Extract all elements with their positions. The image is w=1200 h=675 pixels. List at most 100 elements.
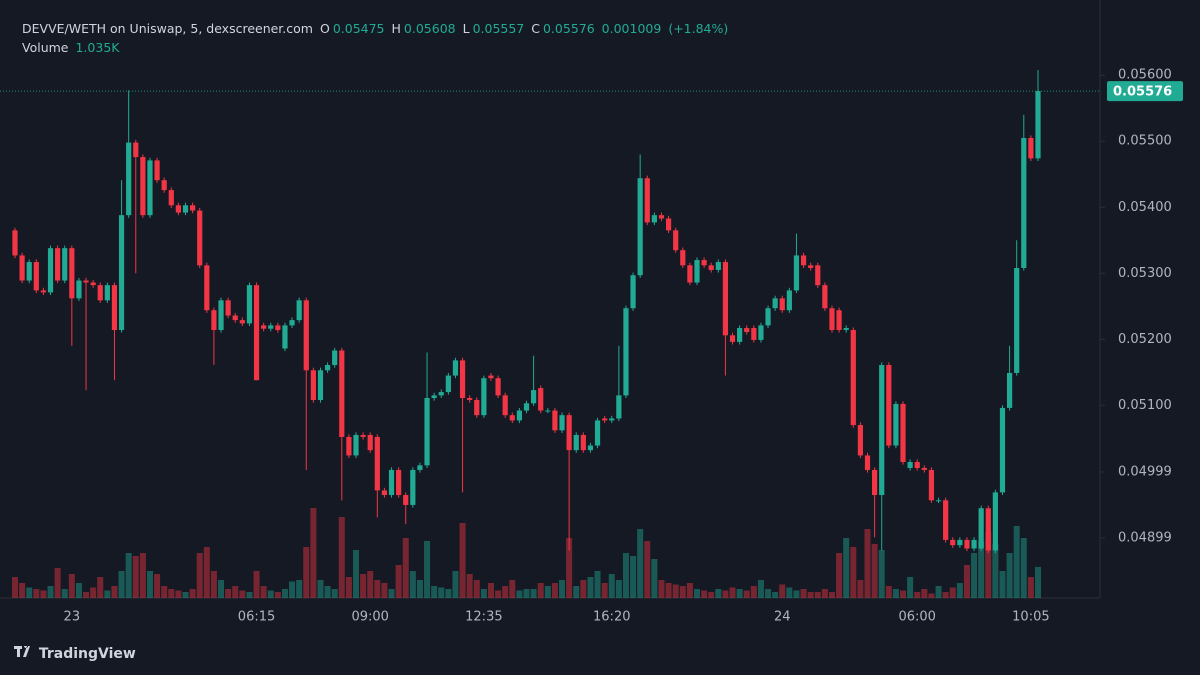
volume-bar [935, 586, 942, 598]
volume-bar [793, 590, 800, 598]
x-tick-label: 12:35 [465, 610, 502, 625]
candle-body [779, 298, 785, 311]
candle-body [864, 455, 871, 470]
candle-body [971, 539, 977, 549]
x-tick-label: 16:20 [593, 610, 630, 625]
volume-bar [807, 592, 814, 598]
volume-bar [736, 589, 743, 598]
y-tick-label: 0.04999 [1118, 464, 1172, 479]
brand-icon [14, 644, 30, 657]
candle-body [573, 434, 579, 451]
candle-body [168, 190, 174, 206]
candle-body [737, 328, 743, 342]
volume-bar [203, 547, 210, 598]
candle-body [822, 285, 828, 309]
volume-bar [985, 532, 992, 598]
volume-bar [480, 589, 487, 598]
volume-bar [779, 584, 786, 598]
volume-bar [196, 553, 203, 598]
volume-bar [61, 589, 68, 598]
volume-bar [971, 553, 978, 598]
volume-bar [19, 583, 26, 598]
volume-bar [189, 589, 196, 598]
candle-body [374, 436, 380, 491]
volume-bar [381, 583, 388, 598]
candle-body [978, 508, 984, 549]
volume-bar [963, 565, 970, 598]
candle-body [538, 388, 544, 411]
candle-body [410, 469, 416, 505]
volume-bar [900, 590, 907, 598]
candle-body [296, 300, 302, 321]
volume-line: Volume 1.035K [22, 40, 122, 55]
volume-bar [679, 586, 686, 598]
volume-bar [253, 571, 260, 598]
volume-bar [296, 580, 303, 598]
candle-body [12, 230, 18, 256]
volume-bar [68, 574, 75, 598]
volume-bar [956, 583, 963, 598]
volume-bar [374, 580, 381, 598]
volume-bar [537, 583, 544, 598]
volume-bar [601, 583, 608, 598]
candle-body [467, 398, 473, 400]
volume-bar [90, 587, 97, 598]
volume-readout: 1.035K [75, 40, 120, 55]
volume-bar [949, 587, 956, 598]
candle-body [83, 280, 89, 283]
candle-body [651, 215, 657, 223]
volume-bar [630, 556, 637, 598]
candle-body [268, 325, 274, 329]
candle-body [324, 365, 331, 371]
candle-body [19, 255, 25, 281]
volume-bar [836, 553, 843, 598]
volume-bar [892, 589, 899, 598]
candle-body [708, 265, 714, 270]
ohlc-key: C [531, 21, 540, 36]
candle-body [928, 469, 935, 501]
candle-body [303, 300, 309, 371]
candle-body [843, 328, 849, 331]
volume-bar [161, 586, 168, 598]
brand-name: TradingView [38, 646, 136, 662]
candle-body [637, 178, 643, 276]
volume-bar [502, 586, 509, 598]
candle-body [907, 462, 913, 468]
volume-bar [864, 529, 871, 598]
volume-bar [54, 568, 61, 598]
candle-body [602, 418, 608, 421]
candle-body [850, 330, 856, 426]
volume-bar [459, 523, 466, 598]
candle-body [886, 365, 892, 446]
volume-bar [154, 574, 161, 598]
volume-bar [338, 517, 345, 598]
change: 0.001009 [601, 21, 662, 36]
volume-bar [509, 580, 516, 598]
candle-body [687, 265, 693, 283]
volume-bar [672, 584, 679, 598]
volume-bar [708, 592, 715, 598]
volume-bar [409, 571, 416, 598]
candle-body [154, 160, 160, 181]
candle-body [147, 160, 153, 216]
volume-bar [992, 544, 999, 598]
candle-body [800, 255, 807, 266]
volume-bar [246, 592, 253, 598]
volume-bar [651, 559, 658, 598]
volume-bar [843, 538, 850, 598]
candle-body [950, 539, 956, 546]
y-tick-label: 0.05500 [1118, 134, 1172, 149]
candle-body [197, 210, 203, 266]
candle-body [786, 290, 792, 311]
volume-bar [743, 590, 750, 598]
volume-bar [324, 586, 331, 598]
candle-body [317, 370, 324, 400]
volume-bar [928, 593, 935, 598]
candle-body [722, 262, 729, 336]
candle-body [523, 403, 530, 411]
candle-body [836, 310, 842, 331]
candle-body [69, 248, 75, 299]
candle-body [680, 250, 686, 266]
volume-bar [218, 580, 225, 598]
volume-bar [516, 590, 523, 598]
